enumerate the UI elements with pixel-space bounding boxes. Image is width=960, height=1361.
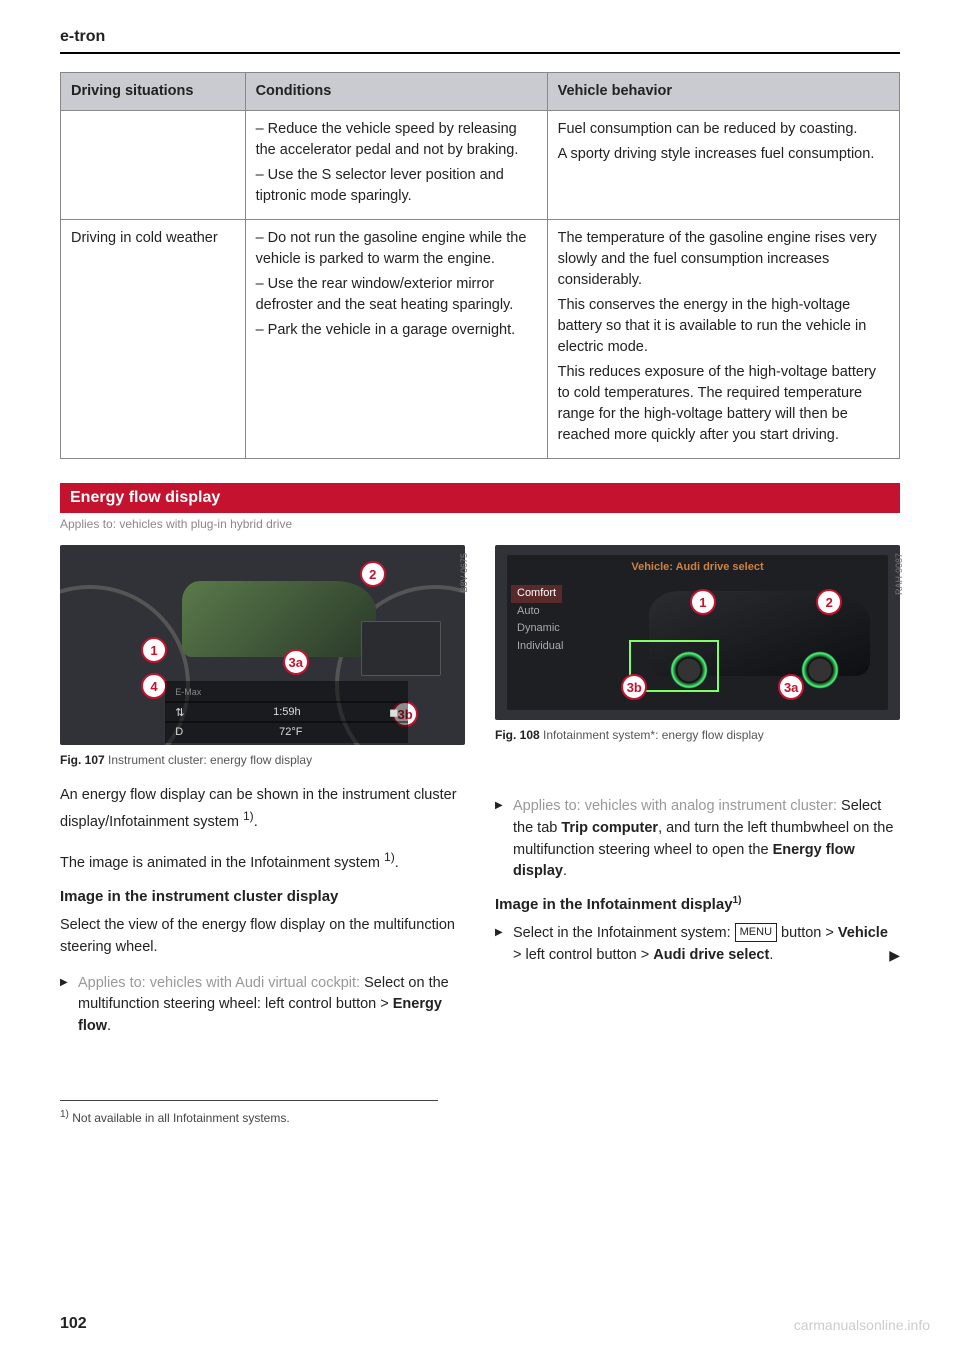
- left-column: 1 2 3a 3b 4 E-Max ⇅ 1:59h ◼ D 72°F: [60, 545, 465, 1050]
- behavior-item: The temperature of the gasoline engine r…: [558, 228, 889, 291]
- footnote-ref: 1): [243, 809, 254, 823]
- behavior-item: A sporty driving style increases fuel co…: [558, 144, 889, 165]
- fig107-caption-bold: Fig. 107: [60, 753, 105, 767]
- cell-situation: [61, 111, 246, 220]
- stop-icon: ◼: [389, 706, 398, 719]
- bullet-item: Applies to: vehicles with Audi virtual c…: [60, 973, 465, 1038]
- bullet-item: Applies to: vehicles with analog instrum…: [495, 796, 900, 883]
- table-row: – Reduce the vehicle speed by releasing …: [61, 111, 900, 220]
- page-header: e-tron: [60, 28, 900, 54]
- cell-conditions: – Do not run the gasoline engine while t…: [245, 220, 547, 459]
- condition-item: – Do not run the gasoline engine while t…: [256, 228, 537, 270]
- infotainment-title: Vehicle: Audi drive select: [507, 561, 888, 573]
- condition-item: – Park the vehicle in a garage overnight…: [256, 320, 537, 341]
- section-title: Energy flow display: [60, 483, 900, 513]
- th-situations: Driving situations: [61, 73, 246, 111]
- applies-note: Applies to: vehicles with plug-in hybrid…: [60, 517, 900, 531]
- menu-auto: Auto: [517, 603, 563, 621]
- car-illustration: [182, 581, 376, 657]
- time-value: 1:59h: [273, 706, 301, 718]
- fig107-caption: Fig. 107 Instrument cluster: energy flow…: [60, 753, 465, 767]
- condition-item: – Use the S selector lever position and …: [256, 165, 537, 207]
- paragraph: The image is animated in the Infotainmen…: [60, 848, 465, 875]
- condition-item: – Reduce the vehicle speed by releasing …: [256, 119, 537, 161]
- footnote-ref: 1): [733, 895, 742, 906]
- menu-dynamic: Dynamic: [517, 620, 563, 638]
- subheading: Image in the instrument cluster display: [60, 888, 465, 905]
- behavior-item: This conserves the energy in the high-vo…: [558, 295, 889, 358]
- right-column: Vehicle: Audi drive select Comfort Auto …: [495, 545, 900, 1050]
- cell-behavior: Fuel consumption can be reduced by coast…: [547, 111, 899, 220]
- condition-item: – Use the rear window/exterior mirror de…: [256, 274, 537, 316]
- image-code: RAH-9087: [894, 553, 904, 595]
- th-conditions: Conditions: [245, 73, 547, 111]
- emax-label: E-Max: [175, 687, 201, 697]
- bullet-item: Select in the Infotainment system: MENU …: [495, 923, 900, 967]
- cell-conditions: – Reduce the vehicle speed by releasing …: [245, 111, 547, 220]
- image-code: B8V-0675: [459, 553, 469, 593]
- figure-108: Vehicle: Audi drive select Comfort Auto …: [495, 545, 900, 720]
- continue-arrow-icon: ▶: [889, 945, 900, 966]
- applies-inline: Applies to: vehicles with Audi virtual c…: [78, 975, 360, 991]
- behavior-item: This reduces exposure of the high-voltag…: [558, 362, 889, 446]
- applies-inline: Applies to: vehicles with analog instrum…: [513, 798, 837, 814]
- behavior-item: Fuel consumption can be reduced by coast…: [558, 119, 889, 140]
- page-number: 102: [60, 1315, 87, 1333]
- paragraph: Select the view of the energy flow displ…: [60, 915, 465, 959]
- callout-3a: 3a: [778, 674, 804, 700]
- subheading: Image in the Infotainment display1): [495, 895, 900, 913]
- menu-button-icon: MENU: [735, 923, 777, 942]
- cell-situation: Driving in cold weather: [61, 220, 246, 459]
- fig108-caption: Fig. 108 Infotainment system*: energy fl…: [495, 728, 900, 742]
- updown-icon: ⇅: [175, 706, 184, 719]
- menu-individual: Individual: [517, 638, 563, 656]
- drive-select-menu: Comfort Auto Dynamic Individual: [517, 585, 563, 655]
- th-behavior: Vehicle behavior: [547, 73, 899, 111]
- gear-value: D: [175, 726, 183, 738]
- mini-image: [361, 621, 441, 676]
- footnote-rule: [60, 1100, 438, 1101]
- watermark: carmanualsonline.info: [794, 1317, 930, 1333]
- callout-3b: 3b: [621, 674, 647, 700]
- menu-comfort: Comfort: [511, 585, 562, 603]
- temp-value: 72°F: [279, 726, 302, 738]
- table-row: Driving in cold weather – Do not run the…: [61, 220, 900, 459]
- cell-behavior: The temperature of the gasoline engine r…: [547, 220, 899, 459]
- conditions-table: Driving situations Conditions Vehicle be…: [60, 72, 900, 459]
- fig108-caption-bold: Fig. 108: [495, 728, 540, 742]
- figure-107: 1 2 3a 3b 4 E-Max ⇅ 1:59h ◼ D 72°F: [60, 545, 465, 745]
- footnote: 1) Not available in all Infotainment sys…: [60, 1109, 900, 1125]
- callout-2: 2: [360, 561, 386, 587]
- paragraph: An energy flow display can be shown in t…: [60, 785, 465, 833]
- footnote-ref: 1): [384, 850, 395, 864]
- callout-3a: 3a: [283, 649, 309, 675]
